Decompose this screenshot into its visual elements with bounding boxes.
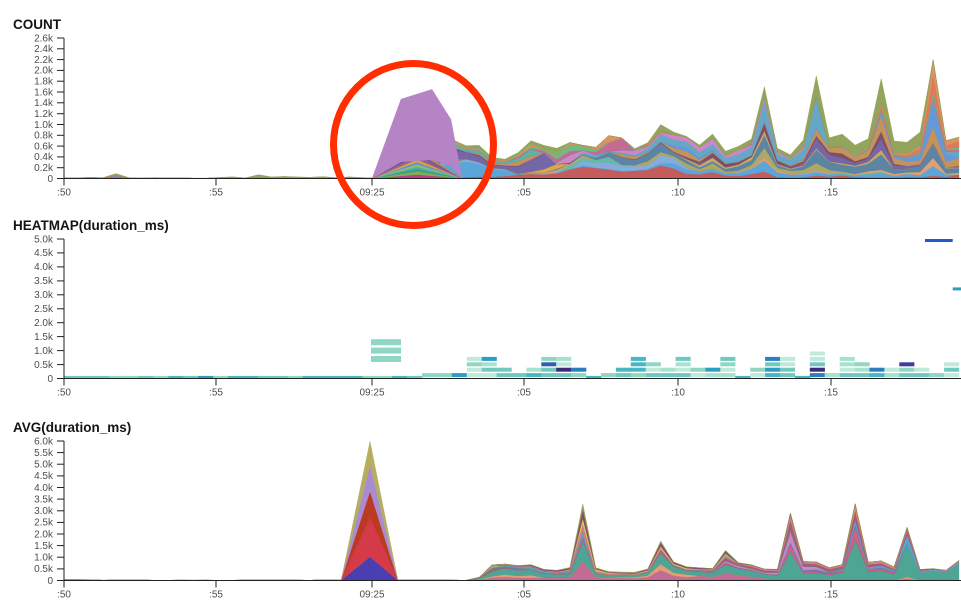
svg-text::10: :10 [671, 388, 685, 399]
svg-text::50: :50 [57, 590, 71, 601]
svg-text:1.8k: 1.8k [34, 77, 54, 88]
svg-text:0: 0 [47, 174, 53, 185]
svg-text:2.5k: 2.5k [34, 518, 54, 529]
svg-text:0.2k: 0.2k [34, 163, 54, 174]
svg-text:3.5k: 3.5k [34, 276, 54, 287]
svg-text:2.0k: 2.0k [34, 529, 54, 540]
svg-text:2.5k: 2.5k [34, 304, 54, 315]
svg-text:1.5k: 1.5k [34, 541, 54, 552]
svg-text::05: :05 [517, 388, 531, 399]
svg-text::50: :50 [57, 388, 71, 399]
svg-text:4.0k: 4.0k [34, 262, 54, 273]
svg-text:5.0k: 5.0k [34, 234, 54, 245]
svg-text:1.4k: 1.4k [34, 98, 54, 109]
svg-text:1.0k: 1.0k [34, 120, 54, 131]
svg-text:0.8k: 0.8k [34, 131, 54, 142]
svg-text:0: 0 [47, 374, 53, 385]
svg-text:0.6k: 0.6k [34, 141, 54, 152]
svg-text::05: :05 [517, 188, 531, 199]
svg-text:2.0k: 2.0k [34, 318, 54, 329]
svg-text:4.5k: 4.5k [34, 471, 54, 482]
svg-text:1.0k: 1.0k [34, 553, 54, 564]
svg-text::55: :55 [209, 188, 223, 199]
svg-text:1.5k: 1.5k [34, 332, 54, 343]
svg-text:2.0k: 2.0k [34, 66, 54, 77]
svg-text:1.6k: 1.6k [34, 87, 54, 98]
svg-text:2.4k: 2.4k [34, 44, 54, 55]
svg-text::50: :50 [57, 188, 71, 199]
svg-text::55: :55 [209, 590, 223, 601]
svg-text:2.6k: 2.6k [34, 33, 54, 44]
svg-text:3.0k: 3.0k [34, 290, 54, 301]
svg-text:2.2k: 2.2k [34, 55, 54, 66]
svg-text:09:25: 09:25 [359, 388, 384, 399]
svg-text:5.0k: 5.0k [34, 460, 54, 471]
svg-text:6.0k: 6.0k [34, 436, 54, 447]
svg-text::10: :10 [671, 590, 685, 601]
svg-text:0.5k: 0.5k [34, 360, 54, 371]
svg-text:AVG(duration_ms): AVG(duration_ms) [13, 420, 131, 435]
svg-text::05: :05 [517, 590, 531, 601]
svg-text::15: :15 [824, 590, 838, 601]
svg-text:1.2k: 1.2k [34, 109, 54, 120]
svg-text:4.5k: 4.5k [34, 248, 54, 259]
svg-text:0.4k: 0.4k [34, 152, 54, 163]
svg-text::10: :10 [671, 188, 685, 199]
svg-text:1.0k: 1.0k [34, 346, 54, 357]
svg-text:3.0k: 3.0k [34, 506, 54, 517]
svg-text:0.5k: 0.5k [34, 564, 54, 575]
svg-text:5.5k: 5.5k [34, 448, 54, 459]
svg-text:4.0k: 4.0k [34, 483, 54, 494]
svg-text:COUNT: COUNT [13, 17, 62, 32]
svg-text:3.5k: 3.5k [34, 494, 54, 505]
svg-text::15: :15 [824, 188, 838, 199]
svg-text:09:25: 09:25 [359, 590, 384, 601]
svg-text:HEATMAP(duration_ms): HEATMAP(duration_ms) [13, 218, 169, 233]
svg-text:0: 0 [47, 576, 53, 587]
svg-text::15: :15 [824, 388, 838, 399]
svg-text::55: :55 [209, 388, 223, 399]
